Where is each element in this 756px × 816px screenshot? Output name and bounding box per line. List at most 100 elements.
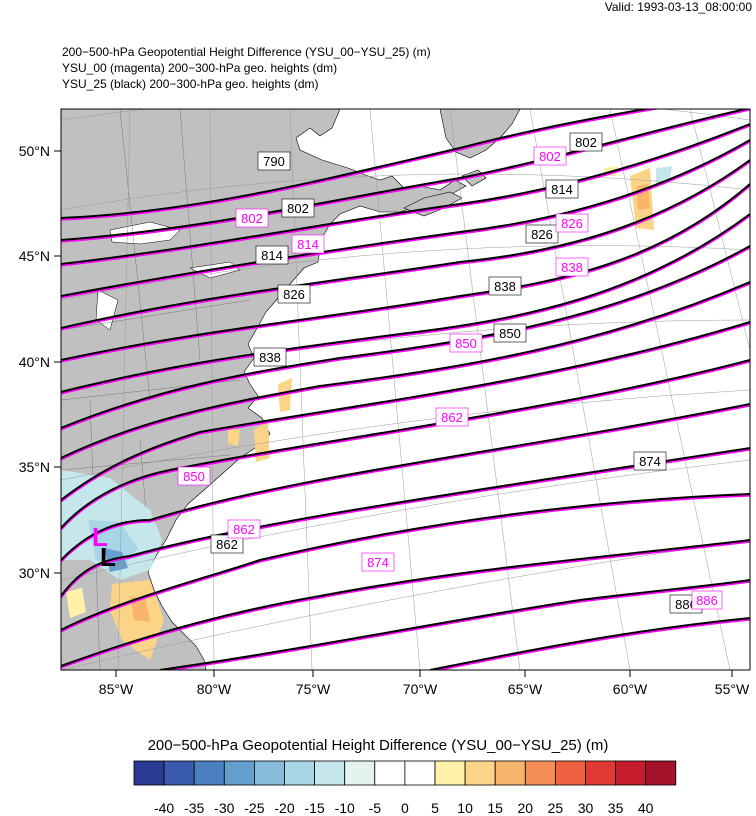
colorbar-swatch [404, 760, 436, 786]
colorbar-swatch [524, 760, 556, 786]
contour-labels: 790 802 802 814 814 826 826 838 838 850 … [177, 132, 723, 614]
contour-ysu00 [431, 618, 750, 670]
svg-text:874: 874 [639, 454, 661, 469]
label-black-850: 850 [493, 323, 527, 343]
colorbar-label: -5 [368, 800, 382, 816]
svg-text:826: 826 [531, 227, 553, 242]
map-layers: L L 790 802 802 814 814 826 826 838 838 … [61, 109, 750, 670]
contour-ysu00 [61, 184, 750, 363]
contour-ysu00 [61, 140, 750, 299]
svg-text:862: 862 [441, 410, 463, 425]
contour-ysu00 [61, 124, 750, 267]
colorbar-swatch [344, 760, 376, 786]
svg-text:838: 838 [561, 260, 583, 275]
lat-label: 40°N [19, 354, 50, 370]
colorbar-swatch [555, 760, 586, 786]
label-magenta-850: 850 [449, 333, 483, 353]
svg-text:862: 862 [233, 522, 255, 537]
land-newfoundland [439, 109, 521, 159]
contour-ysu25 [61, 539, 750, 667]
label-black-838: 838 [253, 347, 287, 367]
label-black-802: 802 [281, 198, 315, 218]
contour-ysu25 [61, 321, 750, 501]
label-black-802: 802 [569, 132, 603, 152]
svg-text:790: 790 [263, 154, 285, 169]
svg-text:802: 802 [287, 201, 309, 216]
svg-text:862: 862 [216, 537, 238, 552]
contour-ysu00 [61, 214, 750, 395]
colorbar-swatch [253, 760, 285, 786]
label-magenta-826: 826 [555, 213, 589, 233]
colorbar-label: -40 [153, 800, 175, 816]
label-magenta-862: 862 [435, 407, 469, 427]
colorbar-swatch [494, 760, 526, 786]
label-magenta-802: 802 [533, 146, 567, 166]
lon-label: 80°W [197, 681, 232, 697]
colorbar-swatch [163, 760, 195, 786]
svg-text:802: 802 [241, 211, 263, 226]
lat-label: 35°N [19, 459, 50, 475]
label-magenta-862: 862 [227, 519, 261, 539]
colorbar-label: 15 [487, 800, 503, 816]
lon-label: 70°W [403, 681, 438, 697]
lat-label: 30°N [19, 565, 50, 581]
geopotential-contours [61, 109, 750, 670]
plot-frame [60, 108, 751, 671]
lon-label: 75°W [296, 681, 331, 697]
black-legend-text: YSU_25 (black) 200−300-hPa geo. heights … [62, 77, 319, 91]
lon-label: 60°W [613, 681, 648, 697]
svg-text:826: 826 [561, 216, 583, 231]
contour-ysu00 [61, 246, 750, 431]
colorbar-swatch [585, 760, 617, 786]
svg-text:886: 886 [675, 597, 697, 612]
contour-ysu25 [61, 493, 750, 631]
low-marker-ysu25: L [100, 542, 116, 572]
svg-text:802: 802 [575, 135, 597, 150]
contour-ysu25 [61, 183, 750, 361]
contour-ysu25 [429, 617, 750, 670]
svg-text:802: 802 [539, 149, 561, 164]
contour-ysu25 [61, 359, 750, 529]
colorbar-swatch [434, 760, 466, 786]
colorbar-label: 5 [431, 800, 439, 816]
label-black-826: 826 [277, 284, 311, 304]
contour-ysu25 [61, 403, 750, 561]
label-black-814: 814 [255, 245, 289, 265]
label-magenta-886: 886 [691, 590, 723, 610]
label-black-814: 814 [545, 179, 579, 199]
contour-ysu25 [61, 213, 750, 393]
colorbar-label: 30 [577, 800, 594, 816]
svg-text:838: 838 [259, 350, 281, 365]
svg-text:838: 838 [494, 279, 516, 294]
contour-ysu00 [61, 109, 661, 221]
contour-ysu25 [61, 159, 750, 329]
colorbar-label: 40 [637, 800, 654, 816]
colorbar-label: 0 [400, 800, 409, 816]
contour-ysu00 [61, 322, 750, 503]
lat-axis: 50°N 45°N 40°N 35°N 30°N [19, 143, 61, 581]
colorbar-swatch [223, 760, 255, 786]
contour-ysu00 [61, 494, 750, 633]
low-marker-ysu00: L [92, 522, 108, 552]
label-black-826: 826 [525, 224, 559, 244]
svg-text:850: 850 [499, 326, 521, 341]
contour-ysu25 [159, 579, 750, 670]
colorbar-label: 35 [607, 800, 624, 816]
contour-ysu00 [61, 109, 750, 243]
svg-text:850: 850 [455, 336, 477, 351]
label-black-838: 838 [488, 276, 522, 296]
colorbar-swatch [464, 760, 496, 786]
colorbar-label: -10 [334, 800, 355, 816]
contour-ysu00 [162, 580, 750, 670]
svg-text:814: 814 [551, 182, 573, 197]
colorbar-swatch [193, 760, 225, 786]
svg-text:874: 874 [367, 555, 389, 570]
colorbar-label: -25 [244, 800, 265, 816]
colorbar-label: -15 [304, 800, 325, 816]
contour-ysu00 [61, 360, 750, 531]
svg-text:814: 814 [297, 237, 319, 252]
lat-label: 50°N [19, 143, 50, 159]
lon-axis: 85°W 80°W 75°W 70°W 65°W 60°W 55°W [99, 670, 750, 697]
colorbar-label: 25 [547, 800, 564, 816]
valid-time: Valid: 1993-03-13_08:00:00 [604, 0, 752, 14]
